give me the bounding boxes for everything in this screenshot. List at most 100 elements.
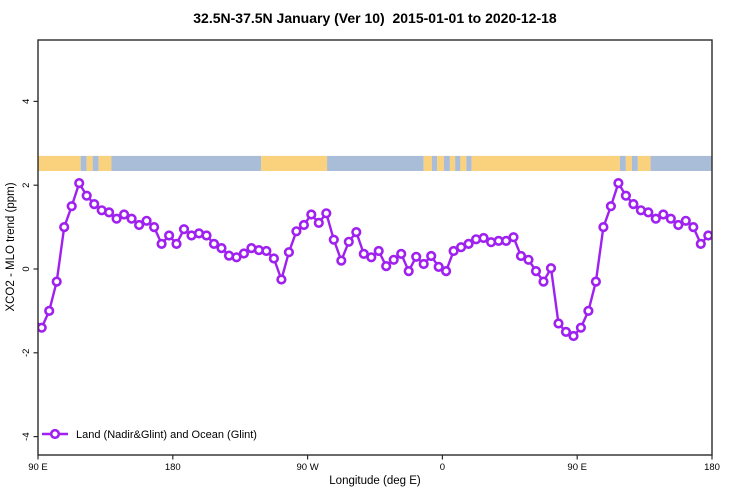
data-point-marker <box>351 227 362 238</box>
plot-box <box>37 39 713 456</box>
data-point-marker <box>658 209 669 220</box>
data-point-marker <box>680 215 691 226</box>
data-point-marker <box>381 261 392 272</box>
land-segment <box>625 155 632 171</box>
data-point-marker <box>321 208 332 219</box>
data-point-marker <box>530 266 542 277</box>
x-axis-ticks: 90 E 180 90 W 0 90 E 180 <box>28 455 720 473</box>
data-point-marker <box>643 207 654 218</box>
data-point-marker <box>141 215 152 226</box>
data-point-marker <box>613 178 624 189</box>
data-point-marker <box>268 253 280 264</box>
legend-label: Land (Nadir&Glint) and Ocean (Glint) <box>76 429 257 441</box>
data-point-marker <box>538 276 549 287</box>
data-point-marker <box>703 230 712 241</box>
data-point-marker <box>403 266 414 277</box>
data-point-marker <box>89 199 100 210</box>
data-point-marker <box>620 190 632 201</box>
data-point-marker <box>231 252 242 263</box>
data-point-marker <box>103 207 115 218</box>
data-point-marker <box>478 232 489 244</box>
y-tick-label: -4 <box>21 432 32 440</box>
data-point-marker <box>51 276 62 287</box>
data-point-marker <box>164 230 175 241</box>
y-tick-label: 0 <box>21 266 32 271</box>
x-tick-label: 90 E <box>567 462 587 473</box>
land-segment <box>423 155 432 171</box>
data-point-marker <box>44 305 55 317</box>
data-point-marker <box>426 250 437 262</box>
data-point-marker <box>118 209 130 220</box>
data-point-marker <box>650 213 661 224</box>
legend: Land (Nadir&Glint) and Ocean (Glint) <box>42 428 257 441</box>
data-point-marker <box>665 213 676 224</box>
x-tick-label: 90 W <box>297 462 319 473</box>
data-point-marker <box>216 243 227 254</box>
data-point-marker <box>553 318 564 329</box>
data-point-marker <box>66 201 77 212</box>
data-point-marker <box>298 219 310 231</box>
map-strip <box>38 155 713 171</box>
x-tick-label: 180 <box>165 462 181 473</box>
y-tick-label: 2 <box>21 183 32 188</box>
data-point-marker <box>575 322 587 333</box>
x-axis-title: Longitude (deg E) <box>329 475 421 487</box>
ocean-segment <box>466 155 472 171</box>
data-point-marker <box>343 236 354 247</box>
data-point-marker <box>605 201 617 212</box>
data-point-marker <box>441 266 452 277</box>
ocean-segment <box>631 155 638 171</box>
data-point-marker <box>688 222 699 233</box>
data-point-marker <box>695 238 706 249</box>
data-series <box>38 178 712 342</box>
y-axis-title: XCO2 - MLO trend (ppm) <box>5 182 17 311</box>
land-segment <box>471 155 620 171</box>
data-point-marker <box>149 222 160 233</box>
data-point-marker <box>74 178 85 189</box>
land-segment <box>437 155 444 171</box>
data-point-marker <box>388 254 399 265</box>
land-segment <box>637 155 651 171</box>
data-point-marker <box>178 224 190 235</box>
data-point-marker <box>126 213 137 224</box>
data-point-marker <box>568 330 579 342</box>
data-point-marker <box>171 238 182 249</box>
data-point-marker <box>261 245 272 257</box>
data-point-marker <box>328 234 339 245</box>
data-point-marker <box>201 230 212 241</box>
x-tick-label: 0 <box>440 462 445 473</box>
data-point-marker <box>81 190 92 201</box>
legend-marker-icon <box>49 428 61 440</box>
data-point-marker <box>156 238 167 249</box>
data-point-marker <box>411 251 422 262</box>
x-tick-label: 180 <box>704 462 720 473</box>
data-point-marker <box>463 238 474 249</box>
data-point-marker <box>306 209 317 220</box>
data-point-marker <box>545 263 557 274</box>
y-axis-ticks: -4 -2 0 2 4 <box>21 99 38 441</box>
data-point-marker <box>523 254 534 265</box>
land-segment <box>449 155 456 171</box>
data-point-marker <box>283 247 295 258</box>
ocean-segment <box>431 155 438 171</box>
data-point-marker <box>433 261 444 273</box>
ocean-segment <box>619 155 626 171</box>
land-segment <box>86 155 93 171</box>
data-point-marker <box>673 219 684 231</box>
x-tick-label: 90 E <box>28 462 48 473</box>
y-tick-label: -2 <box>21 349 32 357</box>
data-point-marker <box>583 305 594 317</box>
data-point-marker <box>59 222 70 233</box>
ocean-segment <box>443 155 450 171</box>
data-point-marker <box>336 255 347 266</box>
data-point-marker <box>373 245 384 257</box>
land-segment <box>38 155 81 171</box>
data-point-marker <box>208 238 220 249</box>
data-point-marker <box>396 248 407 259</box>
data-point-marker <box>501 235 512 246</box>
data-point-marker <box>448 245 459 257</box>
ocean-segment <box>80 155 87 171</box>
y-tick-label: 4 <box>21 99 32 104</box>
